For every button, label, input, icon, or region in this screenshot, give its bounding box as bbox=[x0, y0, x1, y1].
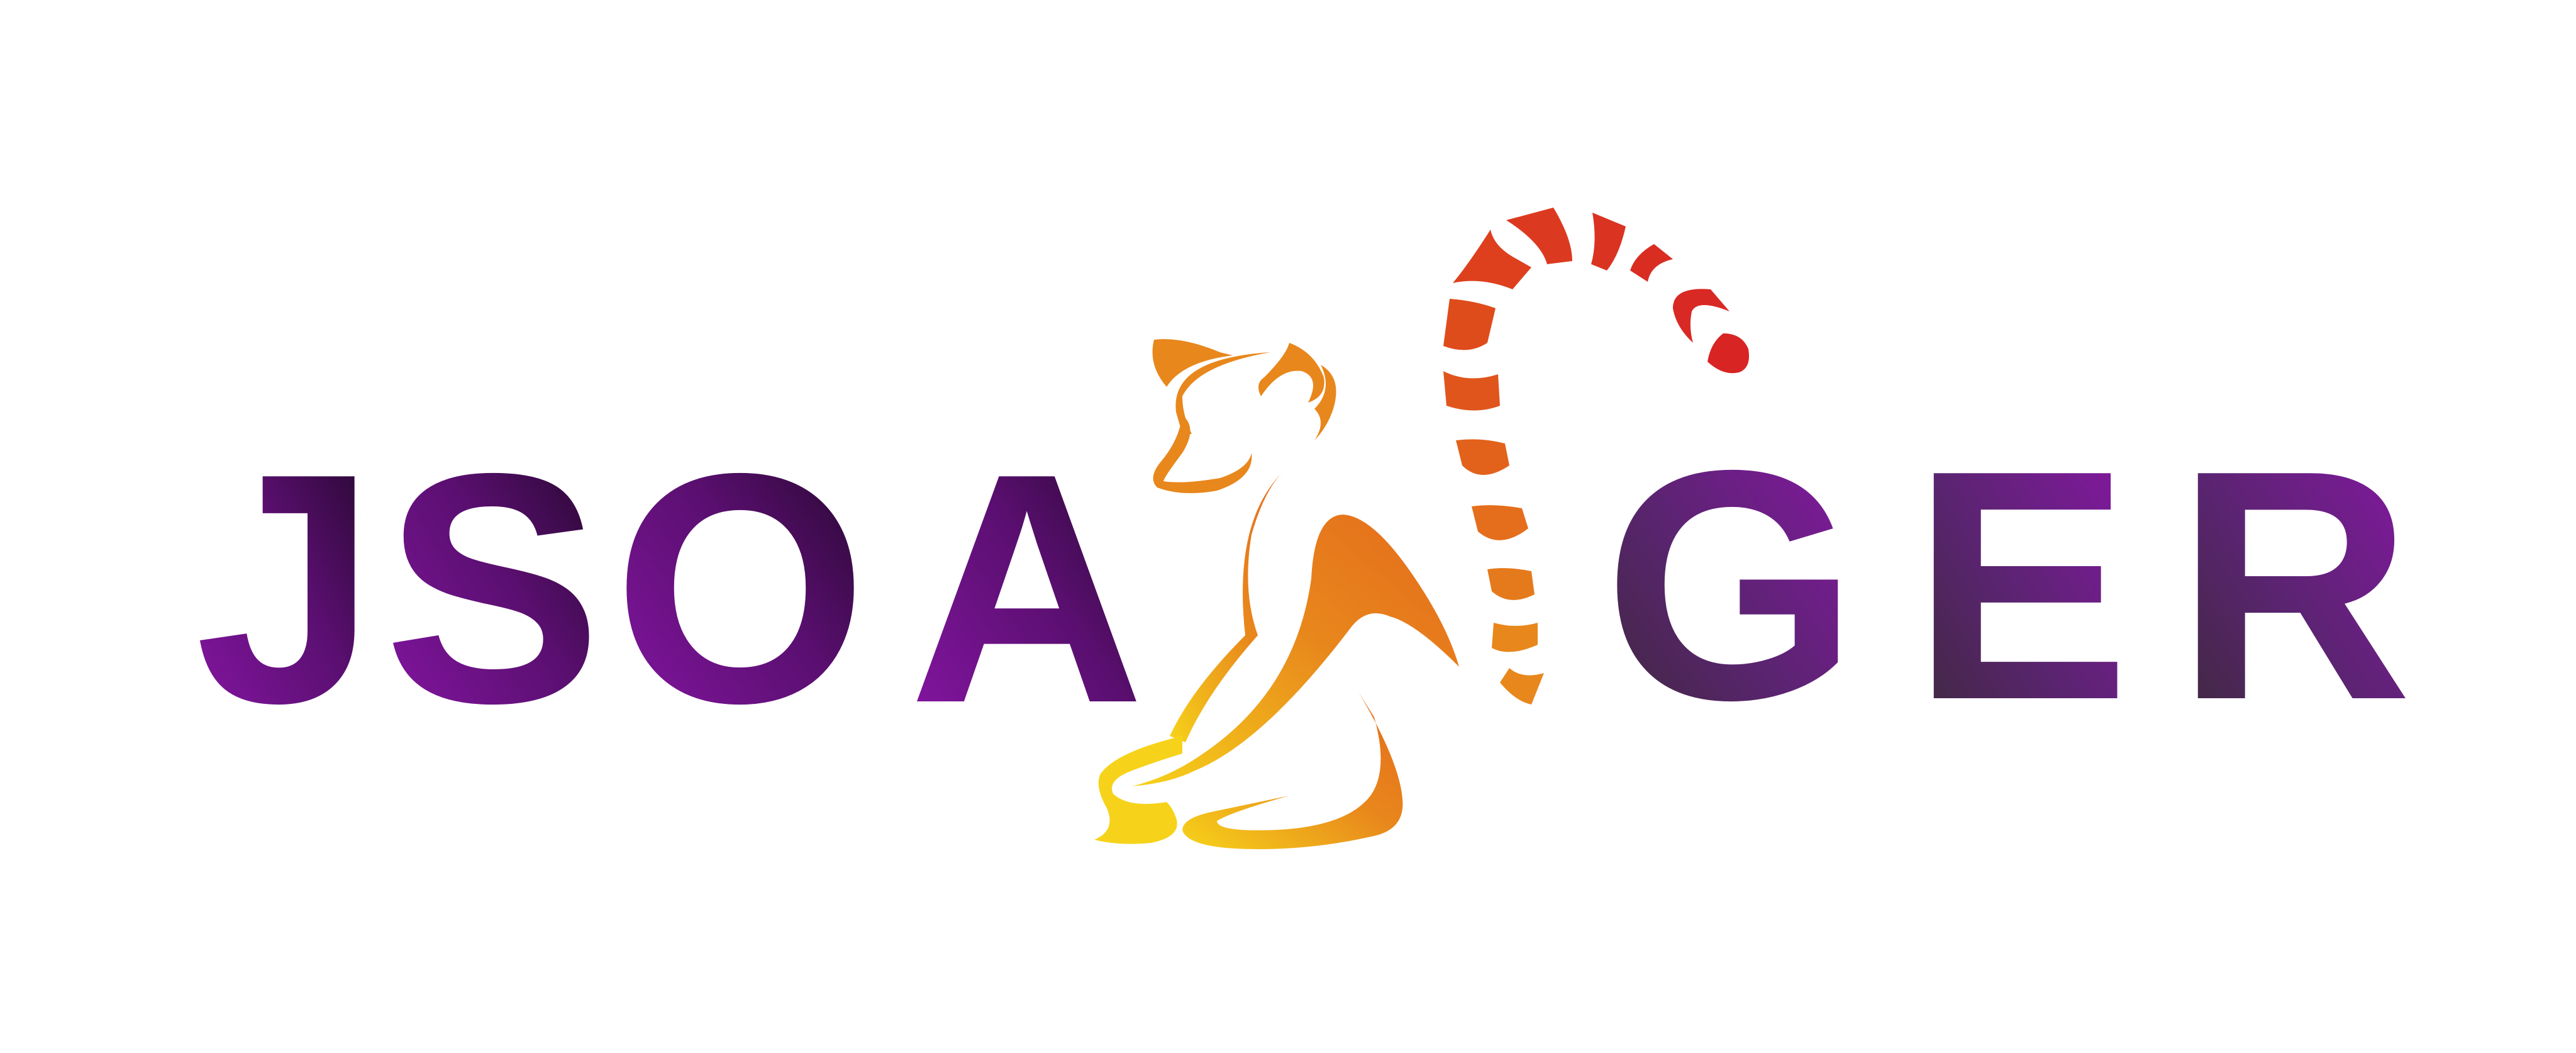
lemur-back bbox=[1170, 472, 1283, 742]
tail-stripe bbox=[1492, 623, 1538, 652]
lemur-arm bbox=[1132, 515, 1459, 786]
letter-r: R bbox=[2176, 403, 2412, 768]
tail-stripe bbox=[1500, 668, 1544, 705]
lemur-ear bbox=[1152, 339, 1233, 387]
tail-stripe bbox=[1456, 439, 1509, 475]
letter-e: E bbox=[1912, 403, 2130, 768]
tail-stripe bbox=[1591, 213, 1626, 270]
wordmark: J S O A G E R bbox=[195, 403, 2412, 771]
tail-stripe bbox=[1453, 230, 1531, 289]
lemur-tail bbox=[1443, 208, 1749, 705]
lemur-leg bbox=[1182, 692, 1403, 849]
tail-stripe bbox=[1630, 244, 1673, 282]
lemur-foot bbox=[1094, 736, 1182, 844]
lemur-snout bbox=[1153, 415, 1252, 493]
letter-s: S bbox=[384, 406, 602, 771]
tail-stripe bbox=[1443, 299, 1496, 350]
lemur-icon bbox=[1094, 208, 1749, 849]
lemur-jaw bbox=[1314, 365, 1336, 440]
tail-stripe bbox=[1673, 289, 1729, 343]
tail-tip bbox=[1707, 333, 1749, 374]
letter-j: J bbox=[195, 406, 377, 771]
letter-g: G bbox=[1604, 403, 1858, 768]
tail-stripe bbox=[1472, 505, 1528, 540]
lemur-eye bbox=[1258, 343, 1324, 403]
letter-o: O bbox=[613, 406, 867, 771]
tail-stripe bbox=[1506, 208, 1572, 264]
tail-stripe bbox=[1487, 568, 1535, 600]
tail-stripe bbox=[1443, 371, 1500, 411]
lemur-head bbox=[1175, 352, 1270, 434]
letter-a: A bbox=[909, 406, 1145, 771]
